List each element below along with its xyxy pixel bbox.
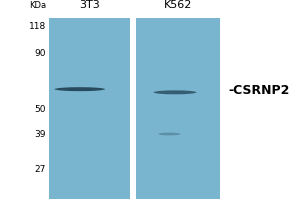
Text: 39: 39 xyxy=(35,130,46,139)
Ellipse shape xyxy=(55,87,105,91)
FancyBboxPatch shape xyxy=(49,18,130,199)
Ellipse shape xyxy=(158,133,181,135)
Text: 3T3: 3T3 xyxy=(79,0,100,10)
Text: 118: 118 xyxy=(29,22,46,31)
Text: 90: 90 xyxy=(35,49,46,58)
Ellipse shape xyxy=(154,90,196,94)
Text: 27: 27 xyxy=(35,165,46,174)
Text: 50: 50 xyxy=(35,105,46,114)
Text: KDa: KDa xyxy=(29,1,46,10)
Text: K562: K562 xyxy=(164,0,192,10)
FancyBboxPatch shape xyxy=(136,18,220,199)
Text: -CSRNP2: -CSRNP2 xyxy=(228,84,290,97)
